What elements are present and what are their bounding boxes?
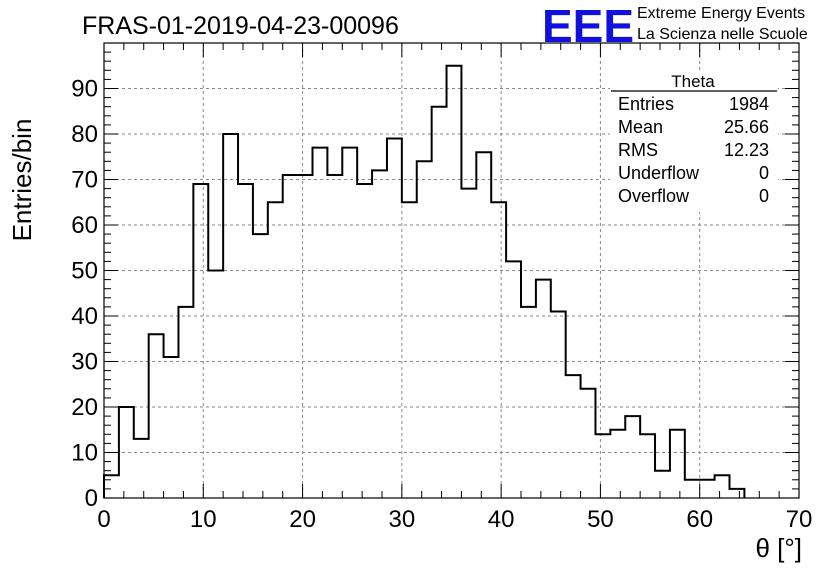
x-tick-label: 50 [587, 506, 614, 533]
y-tick-label: 40 [71, 303, 98, 330]
histogram-bin [238, 184, 253, 498]
histogram-bin [298, 175, 313, 498]
histogram-bin [327, 175, 342, 498]
y-tick-label: 50 [71, 258, 98, 285]
histogram-bin [134, 439, 149, 498]
stats-box: Theta Entries 1984 Mean 25.66 RMS 12.23 Underf… [610, 72, 778, 212]
stats-label-mean: Mean [618, 117, 663, 137]
histogram-bin [283, 175, 298, 498]
histogram-bin [342, 148, 357, 498]
eee-logo: EEE Extreme Energy Events La Scienza nel… [542, 0, 808, 52]
y-tick-label: 90 [71, 76, 98, 103]
histogram-bin [655, 471, 670, 498]
histogram-bin [610, 430, 625, 498]
histogram-bin [208, 271, 223, 499]
histogram-series [103, 64, 746, 499]
x-tick-label: 10 [190, 506, 217, 533]
y-tick-label: 70 [71, 167, 98, 194]
stats-value-entries: 1984 [729, 94, 769, 114]
histogram-bin [476, 152, 491, 498]
histogram-bin [253, 234, 268, 498]
histogram-bin [521, 307, 536, 498]
histogram-bin [581, 389, 596, 498]
stats-label-rms: RMS [618, 140, 658, 160]
y-tick-label: 80 [71, 121, 98, 148]
histogram-bin [566, 375, 581, 498]
y-tick-label: 20 [71, 394, 98, 421]
histogram-bin [149, 334, 164, 498]
y-tick-label: 10 [71, 440, 98, 467]
stats-rows: Entries 1984 Mean 25.66 RMS 12.23 Underflow 0 Ov… [618, 94, 769, 206]
histogram-bin [551, 311, 566, 498]
histogram-bin [730, 489, 745, 498]
y-tick-labels: 0 10 20 30 40 50 60 70 80 90 [71, 76, 98, 513]
histogram-bin [506, 261, 521, 498]
histogram-bin [447, 66, 462, 498]
x-tick-label: 20 [289, 506, 316, 533]
eee-logo-line2: La Scienza nelle Scuole [637, 26, 808, 43]
stats-value-underflow: 0 [759, 163, 769, 183]
histogram-bin [670, 430, 685, 498]
x-tick-label: 0 [97, 506, 110, 533]
stats-value-mean: 25.66 [724, 117, 769, 137]
x-tick-label: 40 [488, 506, 515, 533]
y-tick-label: 30 [71, 349, 98, 376]
histogram-bin [715, 475, 730, 498]
histogram-bin [372, 170, 387, 498]
histogram-bin [685, 480, 700, 498]
histogram-bin [193, 184, 208, 498]
stats-value-overflow: 0 [759, 186, 769, 206]
y-tick-label: 60 [71, 212, 98, 239]
stats-label-overflow: Overflow [618, 186, 690, 206]
histogram-bin [536, 280, 551, 498]
histogram-bin [104, 475, 119, 498]
x-tick-label: 30 [389, 506, 416, 533]
histogram-bin [164, 357, 179, 498]
stats-value-rms: 12.23 [724, 140, 769, 160]
histogram-bin [640, 434, 655, 498]
histogram-bin [402, 202, 417, 498]
histogram-bin [417, 161, 432, 498]
axis-ticks [103, 42, 800, 499]
histogram-bin [387, 139, 402, 498]
histogram-bin [268, 202, 283, 498]
histogram-bin [700, 480, 715, 498]
y-tick-label: 0 [85, 485, 98, 512]
histogram-bin [625, 416, 640, 498]
y-axis-label: Entries/bin [7, 119, 37, 242]
run-title: FRAS-01-2019-04-23-00096 [82, 12, 399, 40]
x-tick-label: 60 [686, 506, 713, 533]
histogram-bin [313, 148, 328, 498]
stats-label-entries: Entries [618, 94, 674, 114]
histogram-outline [103, 64, 746, 498]
x-tick-labels: 0 10 20 30 40 50 60 70 [97, 506, 812, 533]
histogram-bin [119, 407, 134, 498]
eee-logo-line1: Extreme Energy Events [637, 5, 805, 22]
x-tick-label: 70 [786, 506, 813, 533]
histogram-bin [357, 184, 372, 498]
histogram-bin [491, 202, 506, 498]
histogram-bin [461, 189, 476, 498]
stats-box-bg [610, 72, 778, 212]
x-axis-label: θ [°] [755, 533, 802, 563]
histogram-bin [432, 107, 447, 498]
histogram-bin [178, 307, 193, 498]
stats-title: Theta [671, 72, 715, 91]
stats-label-underflow: Underflow [618, 163, 700, 183]
histogram-bin [595, 434, 610, 498]
